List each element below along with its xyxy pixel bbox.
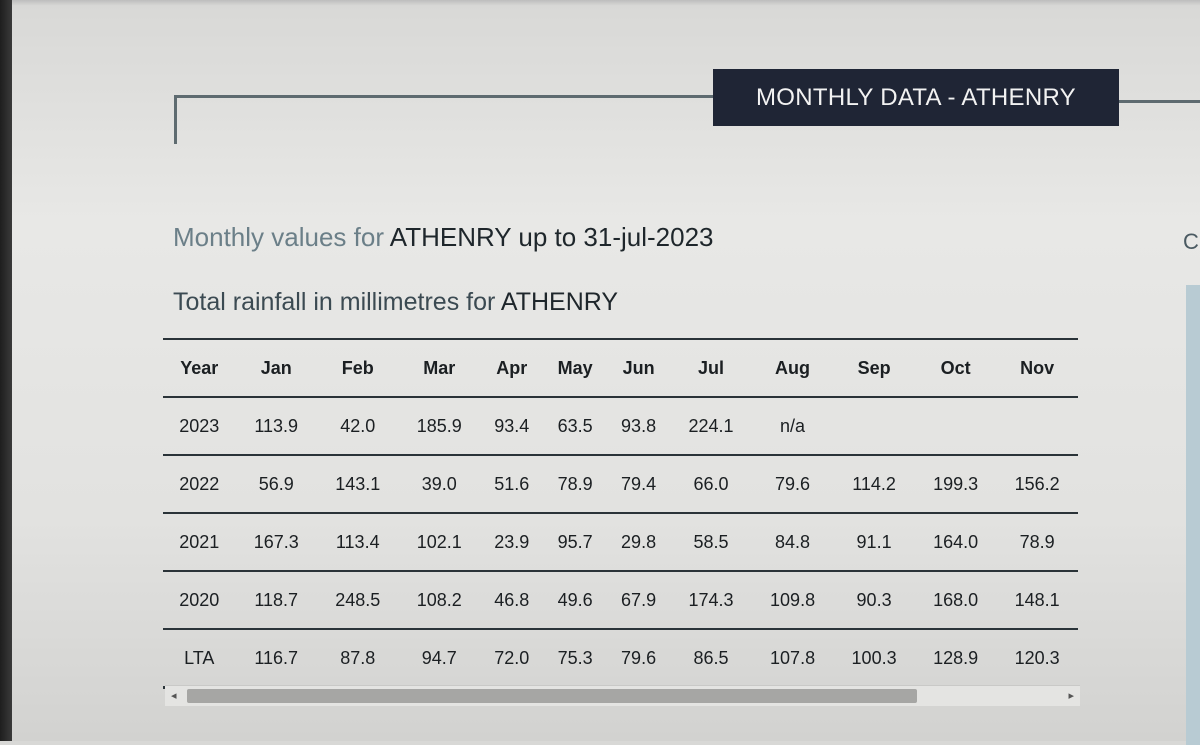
column-header: Sep: [833, 338, 915, 398]
table-cell: 100.3: [833, 629, 915, 689]
table-cell: 248.5: [316, 571, 399, 630]
table-cell: 79.6: [751, 455, 834, 514]
table-cell: 114.2: [833, 455, 915, 514]
scroll-left-arrow-icon[interactable]: ◂: [171, 690, 177, 702]
table-cell: 185.9: [398, 397, 481, 456]
table-cell: 79.6: [606, 629, 671, 689]
table-cell: 107.8: [751, 629, 834, 689]
top-border: [12, 0, 1200, 6]
table-cell: [833, 397, 915, 456]
column-header: May: [543, 338, 607, 398]
table-cell: 109.8: [751, 571, 834, 630]
column-header: Year: [163, 338, 236, 398]
table-cell: 46.8: [480, 571, 544, 630]
table-cell: [914, 397, 997, 456]
table-cell: [996, 397, 1078, 456]
table-cell: 58.5: [670, 513, 752, 572]
table-cell: 156.2: [996, 455, 1078, 514]
table-cell: 93.8: [606, 397, 671, 456]
table-cell: 128.9: [914, 629, 997, 689]
table-cell: 66.0: [670, 455, 752, 514]
table-cell: 39.0: [398, 455, 481, 514]
table-cell: 90.3: [833, 571, 915, 630]
right-edge-text: C: [1183, 229, 1199, 254]
table-cell: 91.1: [833, 513, 915, 572]
table-row: LTA 116.7 87.8 94.7 72.0 75.3 79.6 86.5 …: [163, 629, 1078, 689]
subtitle-station: ATHENRY: [389, 222, 512, 252]
table-cell: 168.0: [914, 571, 997, 630]
table-cell: 49.6: [543, 571, 607, 630]
table-cell: 87.8: [316, 629, 399, 689]
column-header: Nov: [996, 338, 1078, 398]
table-cell: 2023: [163, 397, 236, 456]
table-cell: 93.4: [480, 397, 544, 456]
table-cell: 56.9: [235, 455, 317, 514]
column-header: Feb: [316, 338, 399, 398]
table-cell: 79.4: [606, 455, 671, 514]
table-cell: 95.7: [543, 513, 607, 572]
table-cell: 174.3: [670, 571, 752, 630]
table-cell: 118.7: [235, 571, 317, 630]
table-cell: 116.7: [235, 629, 317, 689]
table-cell: 72.0: [480, 629, 544, 689]
table-row: 2020 118.7 248.5 108.2 46.8 49.6 67.9 17…: [163, 571, 1078, 630]
table-cell: 148.1: [996, 571, 1078, 630]
table-row: 2023 113.9 42.0 185.9 93.4 63.5 93.8 224…: [163, 397, 1078, 456]
screen-bezel: [0, 0, 12, 741]
table-cell: 164.0: [914, 513, 997, 572]
table-cell: 2020: [163, 571, 236, 630]
scroll-right-arrow-icon[interactable]: ▸: [1068, 690, 1074, 702]
table-row: 2022 56.9 143.1 39.0 51.6 78.9 79.4 66.0…: [163, 455, 1078, 514]
table-cell: 2022: [163, 455, 236, 514]
table-cell: 224.1: [670, 397, 752, 456]
table-cell: 167.3: [235, 513, 317, 572]
table-cell: 42.0: [316, 397, 399, 456]
scrollbar-thumb[interactable]: [187, 689, 917, 703]
section-frame-line-right: [1118, 100, 1200, 103]
column-header: Jun: [606, 338, 671, 398]
table-cell: 84.8: [751, 513, 834, 572]
table-cell: 29.8: [606, 513, 671, 572]
table-cell: 113.9: [235, 397, 317, 456]
section-frame-line: [174, 95, 717, 144]
section-header: MONTHLY DATA - ATHENRY: [713, 69, 1119, 126]
right-side-panel: [1186, 285, 1200, 745]
page-subtitle: Monthly values for ATHENRY up to 31-jul-…: [173, 222, 714, 253]
subtitle-suffix: up to 31-jul-2023: [511, 222, 714, 252]
rainfall-table: Year Jan Feb Mar Apr May Jun Jul Aug Sep…: [163, 338, 1078, 689]
table-cell: 143.1: [316, 455, 399, 514]
column-header: Jan: [235, 338, 317, 398]
table-cell: 67.9: [606, 571, 671, 630]
horizontal-scrollbar[interactable]: ◂ ▸: [165, 685, 1080, 706]
subtitle-prefix: Monthly values for: [173, 222, 390, 252]
column-header: Mar: [398, 338, 481, 398]
table-cell: 23.9: [480, 513, 544, 572]
table-cell: 86.5: [670, 629, 752, 689]
table-cell: 51.6: [480, 455, 544, 514]
table-cell: 2021: [163, 513, 236, 572]
table-cell: 102.1: [398, 513, 481, 572]
table-cell: 75.3: [543, 629, 607, 689]
table-cell: 108.2: [398, 571, 481, 630]
table-header-row: Year Jan Feb Mar Apr May Jun Jul Aug Sep…: [163, 338, 1078, 398]
table-cell: 94.7: [398, 629, 481, 689]
table-title: Total rainfall in millimetres for ATHENR…: [173, 288, 618, 317]
table-cell: 199.3: [914, 455, 997, 514]
table-cell: 113.4: [316, 513, 399, 572]
table-row: 2021 167.3 113.4 102.1 23.9 95.7 29.8 58…: [163, 513, 1078, 572]
column-header: Oct: [914, 338, 997, 398]
column-header: Aug: [751, 338, 834, 398]
table-cell: 63.5: [543, 397, 607, 456]
column-header: Jul: [670, 338, 752, 398]
column-header: Apr: [480, 338, 544, 398]
table-cell: 120.3: [996, 629, 1078, 689]
table-title-prefix: Total rainfall in millimetres for: [173, 288, 501, 316]
table-cell: 78.9: [996, 513, 1078, 572]
table-cell: LTA: [163, 629, 236, 689]
table-cell: n/a: [751, 397, 834, 456]
table-cell: 78.9: [543, 455, 607, 514]
table-title-station: ATHENRY: [500, 288, 619, 316]
